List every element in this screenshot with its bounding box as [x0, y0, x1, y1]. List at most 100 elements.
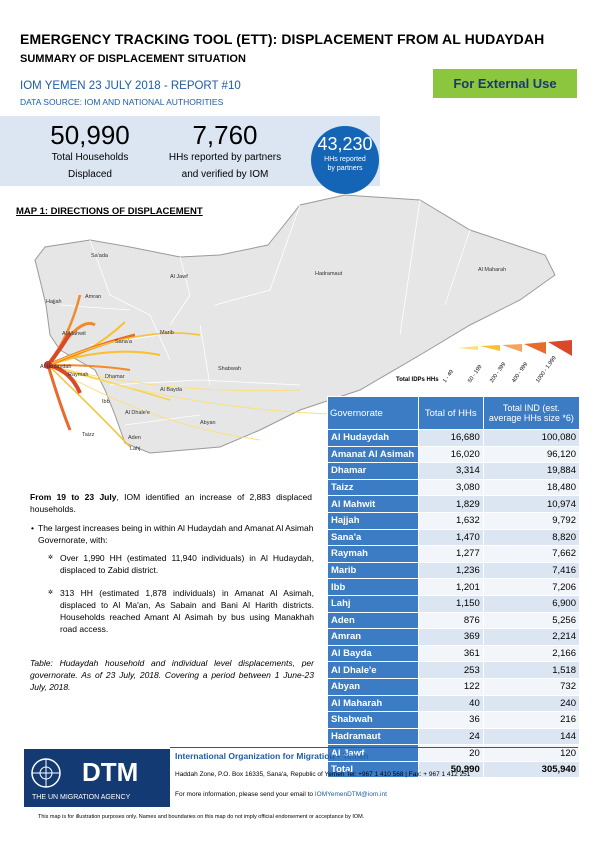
table-row: Marib 1,236 7,416	[327, 561, 581, 580]
ind-cell: 1,518	[482, 661, 581, 679]
partners-reported-value: 43,230	[317, 134, 373, 154]
ind-cell: 305,940	[482, 760, 581, 779]
governorate-cell: Al Mahwit	[327, 495, 419, 513]
hhs-cell: 253	[417, 661, 484, 679]
yemen-outline	[34, 194, 556, 454]
table-row: Taizz 3,080 18,480	[327, 478, 581, 497]
label-al-bayda: Al Bayda	[160, 387, 183, 393]
governorate-cell: Ibb	[327, 578, 419, 596]
hhs-cell: 361	[417, 644, 484, 663]
map-legend	[458, 340, 572, 356]
table-row: Raymah 1,277 7,662	[327, 545, 581, 563]
bullet-item: • The largest increases being in within A…	[31, 522, 314, 546]
data-source: DATA SOURCE: IOM AND NATIONAL AUTHORITIE…	[20, 97, 224, 107]
more-info-text: For more information, please send your e…	[175, 791, 315, 798]
table-row: Ibb 1,201 7,206	[327, 578, 581, 596]
sub-bullet-icon: ✲	[48, 555, 54, 561]
partners-reported-circle: 43,230 HHs reported by partners	[311, 126, 379, 194]
email-link[interactable]: IOMYemenDTM@iom.int	[314, 791, 387, 798]
table-row: Abyan 122 732	[327, 677, 581, 696]
more-info: For more information, please send your e…	[175, 791, 387, 798]
org-name: International Organization for Migration…	[175, 751, 369, 761]
governorate-cell: Marib	[327, 561, 419, 580]
displacement-map: Sa'ada Al Jawf Hadramaut Al Maharah Hajj…	[34, 194, 572, 454]
ind-cell: 7,206	[482, 578, 581, 596]
table-row: Al Bayda 361 2,166	[327, 644, 581, 663]
org-address: Haddah Zone, P.O. Box 16335, Sana'a, Rep…	[175, 771, 471, 778]
dtm-logo: DTM THE UN MIGRATION AGENCY	[24, 749, 170, 807]
label-sada: Sa'ada	[91, 253, 109, 259]
partners-verified-label2: and verified by IOM	[181, 169, 269, 180]
table-total-row: Total 50,990 305,940	[327, 760, 581, 779]
legend-title: Total IDPs HHs	[396, 377, 439, 383]
label-al-maharah: Al Maharah	[478, 267, 506, 273]
governorate-cell: Dhamar	[327, 462, 419, 480]
hhs-cell: 3,080	[417, 478, 484, 497]
governorate-cell: Al Bayda	[327, 644, 419, 663]
org-country: Yemen	[342, 751, 369, 761]
table-row: Dhamar 3,314 19,884	[327, 462, 581, 480]
footer-divider	[170, 747, 578, 748]
hhs-cell: 1,201	[417, 578, 484, 596]
hhs-cell: 3,314	[417, 462, 484, 480]
label-sanaa: Sana'a	[115, 339, 133, 345]
label-al-jawf: Al Jawf	[170, 274, 188, 280]
label-abyan: Abyan	[200, 420, 216, 426]
governorate-cell: Lahj	[327, 594, 419, 613]
logo-subtext: THE UN MIGRATION AGENCY	[32, 794, 131, 801]
hhs-cell: 1,470	[417, 528, 484, 547]
table-caption: Table: Hudaydah household and individual…	[30, 658, 314, 692]
table-row: Lahj 1,150 6,900	[327, 594, 581, 613]
external-use-badge: For External Use	[433, 69, 577, 98]
hhs-cell: 16,680	[417, 429, 484, 447]
total-households-label1: Total Households	[51, 152, 129, 163]
page-title: EMERGENCY TRACKING TOOL (ETT): DISPLACEM…	[20, 31, 545, 47]
table-row: Hajjah 1,632 9,792	[327, 511, 581, 530]
sub-bullet-1: ✲ Over 1,990 HH (estimated 11,940 individ…	[48, 552, 314, 576]
label-al-dhale: Al Dhale'e	[125, 410, 150, 416]
col-total-ind: Total IND (est. average HHs size *6)	[482, 396, 581, 430]
ind-cell: 9,792	[482, 511, 581, 530]
col-governorate: Governorate	[327, 396, 419, 430]
hhs-cell: 1,829	[417, 495, 484, 513]
governorate-cell: Abyan	[327, 677, 419, 696]
label-aden: Aden	[128, 435, 141, 441]
hhs-cell: 369	[417, 628, 484, 646]
ind-cell: 216	[482, 711, 581, 729]
governorate-cell: Al Hudaydah	[327, 429, 419, 447]
table-row: Al Maharah 40 240	[327, 694, 581, 713]
ind-cell: 240	[482, 694, 581, 713]
ind-cell: 7,662	[482, 545, 581, 563]
label-shabwah: Shabwah	[218, 366, 241, 372]
governorate-cell: Amran	[327, 628, 419, 646]
ind-cell: 7,416	[482, 561, 581, 580]
label-hajjah: Hajjah	[46, 299, 62, 305]
ind-cell: 18,480	[482, 478, 581, 497]
governorate-cell: Al Dhale'e	[327, 661, 419, 679]
ind-cell: 2,214	[482, 628, 581, 646]
governorate-cell: Aden	[327, 611, 419, 630]
intro-rest: , IOM identified an increase of 2,883 di…	[30, 492, 312, 514]
label-amran: Amran	[85, 294, 101, 300]
governorate-cell: Hajjah	[327, 511, 419, 530]
governorate-cell: Shabwah	[327, 711, 419, 729]
label-dhamar: Dhamar	[105, 374, 125, 380]
governorate-cell: Al Jawf	[327, 744, 419, 762]
sub-bullet-icon: ✲	[48, 590, 54, 596]
disclaimer: This map is for illustration purposes on…	[38, 814, 365, 820]
ind-cell: 8,820	[482, 528, 581, 547]
governorate-cell: Raymah	[327, 545, 419, 563]
partners-reported-label2: by partners	[327, 165, 363, 172]
table-row: Amran 369 2,214	[327, 628, 581, 646]
table-header-row: Governorate Total of HHs Total IND (est.…	[327, 396, 581, 430]
flow-lines	[46, 294, 381, 448]
label-taizz: Taizz	[82, 432, 95, 438]
governorate-cell: Hadramaut	[327, 727, 419, 746]
table-row: Hadramaut 24 144	[327, 727, 581, 746]
label-al-hudaydah: Al Hudaydah	[40, 364, 72, 370]
ind-cell: 96,120	[482, 445, 581, 464]
ind-cell: 100,080	[482, 429, 581, 447]
intro-bold: From 19 to 23 July	[30, 492, 117, 502]
sub-bullet-2-text: 313 HH (estimated 1,878 individuals) in …	[60, 588, 314, 634]
governorate-cell: Sana'a	[327, 528, 419, 547]
